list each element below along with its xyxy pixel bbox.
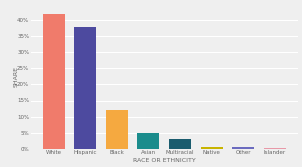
Bar [43,14,65,149]
Bar [232,147,254,149]
Bar [137,133,159,149]
X-axis label: RACE OR ETHNICITY: RACE OR ETHNICITY [133,158,196,163]
Bar [264,148,286,149]
Bar [74,27,96,149]
Bar [201,147,223,149]
Bar [106,110,128,149]
Bar [169,139,191,149]
Y-axis label: SHARE: SHARE [13,66,18,87]
